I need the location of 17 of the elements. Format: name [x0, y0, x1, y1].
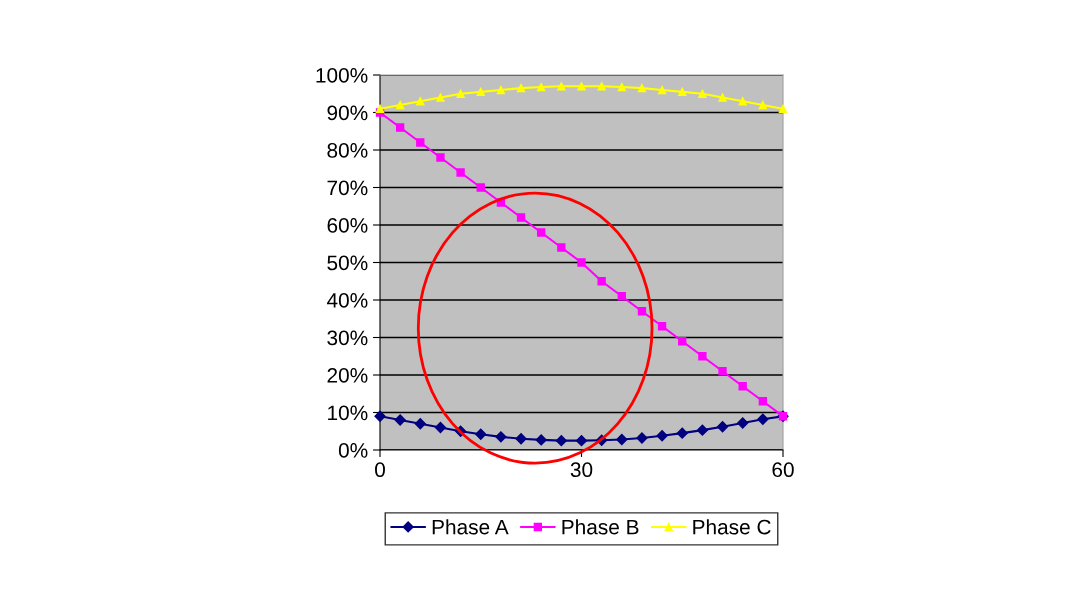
y-tick-label: 10% — [328, 405, 368, 421]
x-tick-label: 0 — [375, 462, 385, 478]
y-tick-label: 20% — [327, 368, 368, 383]
x-tick-label: 30 — [570, 462, 593, 478]
y-tick-label: 30% — [327, 330, 368, 346]
legend-label: Phase A — [432, 519, 509, 535]
x-tick-label: 60 — [772, 462, 794, 478]
y-tick-label: 100% — [316, 68, 368, 83]
y-tick-label: 60% — [327, 218, 368, 233]
y-tick-label: 80% — [327, 143, 368, 158]
y-tick-label: 0% — [338, 443, 368, 458]
y-tick-label: 40% — [326, 293, 368, 308]
legend-label: Phase C — [693, 519, 771, 535]
y-tick-label: 50% — [327, 255, 368, 271]
legend-label: Phase B — [562, 519, 639, 535]
y-tick-label: 70% — [327, 180, 368, 196]
y-tick-label: 90% — [327, 105, 368, 121]
